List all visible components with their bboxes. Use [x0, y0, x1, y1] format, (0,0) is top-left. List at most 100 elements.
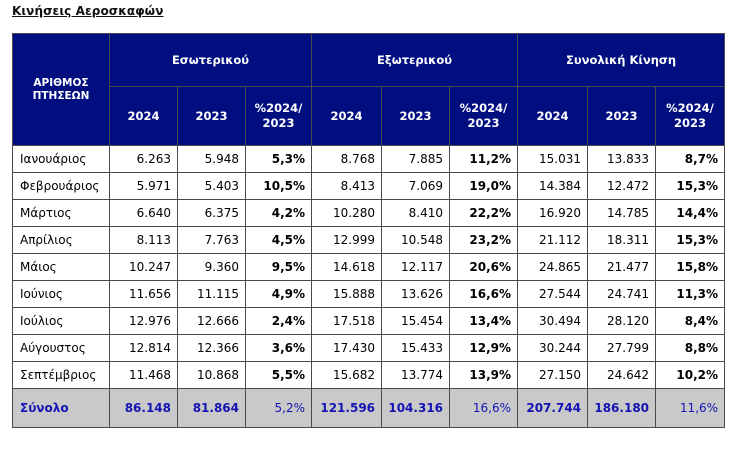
month-cell: Ιανουάριος	[12, 145, 110, 173]
value-cell: 121.596	[311, 388, 383, 428]
page-title: Κινήσεις Αεροσκαφών	[12, 4, 164, 18]
percent-change-cell: 12,9%	[449, 334, 519, 362]
table-row: Ιούνιος 11.656 11.115 4,9% 15.888 13.626 16,6%…	[12, 280, 726, 308]
value-cell: 27.544	[517, 280, 589, 308]
percent-change-cell: 4,5%	[244, 226, 313, 254]
value-cell: 24.741	[587, 280, 657, 308]
column-header: 2023	[587, 86, 657, 146]
value-cell: 8.410	[381, 199, 451, 227]
value-cell: 24.642	[587, 361, 657, 389]
percent-change-cell: 13,9%	[449, 361, 519, 389]
percent-change-cell: 10,5%	[244, 172, 313, 200]
column-header: %2024/ 2023	[244, 86, 313, 146]
table-row: Μάρτιος 6.640 6.375 4,2% 10.280 8.410 22,2% 16.…	[12, 199, 726, 227]
percent-change-cell: 15,3%	[655, 172, 726, 200]
value-cell: 28.120	[587, 307, 657, 335]
subheader-row: 2024 2023 %2024/ 2023 2024 2023 %2024/ 2023 20…	[13, 86, 726, 146]
month-cell: Ιούνιος	[12, 280, 110, 308]
month-cell: Μάρτιος	[12, 199, 110, 227]
percent-change-cell: 15,8%	[655, 253, 726, 281]
percent-change-cell: 8,8%	[655, 334, 726, 362]
value-cell: 13.833	[587, 145, 657, 173]
value-cell: 11.656	[109, 280, 178, 308]
value-cell: 81.864	[177, 388, 246, 428]
value-cell: 12.976	[109, 307, 178, 335]
value-cell: 10.868	[177, 361, 246, 389]
table-row: Απρίλιος 8.113 7.763 4,5% 12.999 10.548 23,2% 2…	[12, 226, 726, 254]
percent-change-cell: 13,4%	[449, 307, 519, 335]
column-header: 2023	[177, 86, 246, 146]
value-cell: 24.865	[517, 253, 589, 281]
value-cell: 17.430	[311, 334, 383, 362]
percent-change-cell: 15,3%	[655, 226, 726, 254]
percent-change-cell: 8,7%	[655, 145, 726, 173]
table-body: Ιανουάριος 6.263 5.948 5,3% 8.768 7.885 11,2% 1…	[12, 145, 726, 428]
table-row: Φεβρουάριος 5.971 5.403 10,5% 8.413 7.069 19,0…	[12, 172, 726, 200]
percent-change-cell: 22,2%	[449, 199, 519, 227]
group-header-row: ΑΡΙΘΜΟΣ ΠΤΗΣΕΩΝ Εσωτερικού Εξωτερικού Συ…	[12, 33, 726, 146]
value-cell: 21.477	[587, 253, 657, 281]
percent-change-cell: 4,2%	[244, 199, 313, 227]
column-header: 2023	[381, 86, 451, 146]
value-cell: 10.247	[109, 253, 178, 281]
value-cell: 104.316	[381, 388, 451, 428]
value-cell: 86.148	[109, 388, 178, 428]
value-cell: 8.768	[311, 145, 383, 173]
percent-change-cell: 9,5%	[244, 253, 313, 281]
value-cell: 15.433	[381, 334, 451, 362]
value-cell: 7.763	[177, 226, 246, 254]
value-cell: 14.785	[587, 199, 657, 227]
month-cell: Σεπτέμβριος	[12, 361, 110, 389]
group-header-total: Συνολική Κίνηση	[517, 33, 726, 87]
value-cell: 16.920	[517, 199, 589, 227]
value-cell: 21.112	[517, 226, 589, 254]
value-cell: 15.031	[517, 145, 589, 173]
percent-change-cell: 5,5%	[244, 361, 313, 389]
value-cell: 14.384	[517, 172, 589, 200]
value-cell: 207.744	[517, 388, 589, 428]
percent-change-cell: 16,6%	[449, 280, 519, 308]
value-cell: 12.814	[109, 334, 178, 362]
value-cell: 13.774	[381, 361, 451, 389]
value-cell: 12.666	[177, 307, 246, 335]
table-row: Αύγουστος 12.814 12.366 3,6% 17.430 15.433 12,…	[12, 334, 726, 362]
table-row: Σεπτέμβριος 11.468 10.868 5,5% 15.682 13.774 1…	[12, 361, 726, 389]
percent-change-cell: 20,6%	[449, 253, 519, 281]
column-header: %2024/ 2023	[449, 86, 519, 146]
value-cell: 5.948	[177, 145, 246, 173]
column-header: 2024	[311, 86, 383, 146]
percent-change-cell: 4,9%	[244, 280, 313, 308]
percent-change-cell: 8,4%	[655, 307, 726, 335]
total-row: Σύνολο 86.148 81.864 5,2% 121.596 104.316 16,6…	[12, 388, 726, 428]
value-cell: 14.618	[311, 253, 383, 281]
value-cell: 6.263	[109, 145, 178, 173]
value-cell: 13.626	[381, 280, 451, 308]
group-header-international: Εξωτερικού	[311, 33, 519, 87]
value-cell: 27.150	[517, 361, 589, 389]
value-cell: 12.472	[587, 172, 657, 200]
value-cell: 12.366	[177, 334, 246, 362]
percent-change-cell: 5,2%	[244, 388, 313, 428]
value-cell: 12.999	[311, 226, 383, 254]
percent-change-cell: 19,0%	[449, 172, 519, 200]
value-cell: 6.375	[177, 199, 246, 227]
corner-header: ΑΡΙΘΜΟΣ ΠΤΗΣΕΩΝ	[12, 33, 110, 146]
table-row: Ιούλιος 12.976 12.666 2,4% 17.518 15.454 13,4%…	[12, 307, 726, 335]
value-cell: 12.117	[381, 253, 451, 281]
value-cell: 8.113	[109, 226, 178, 254]
month-cell: Απρίλιος	[12, 226, 110, 254]
value-cell: 18.311	[587, 226, 657, 254]
value-cell: 5.971	[109, 172, 178, 200]
value-cell: 17.518	[311, 307, 383, 335]
value-cell: 15.454	[381, 307, 451, 335]
value-cell: 7.069	[381, 172, 451, 200]
percent-change-cell: 11,6%	[655, 388, 726, 428]
value-cell: 30.244	[517, 334, 589, 362]
percent-change-cell: 23,2%	[449, 226, 519, 254]
value-cell: 27.799	[587, 334, 657, 362]
value-cell: 11.115	[177, 280, 246, 308]
month-cell: Αύγουστος	[12, 334, 110, 362]
value-cell: 10.548	[381, 226, 451, 254]
percent-change-cell: 5,3%	[244, 145, 313, 173]
month-cell: Φεβρουάριος	[12, 172, 110, 200]
